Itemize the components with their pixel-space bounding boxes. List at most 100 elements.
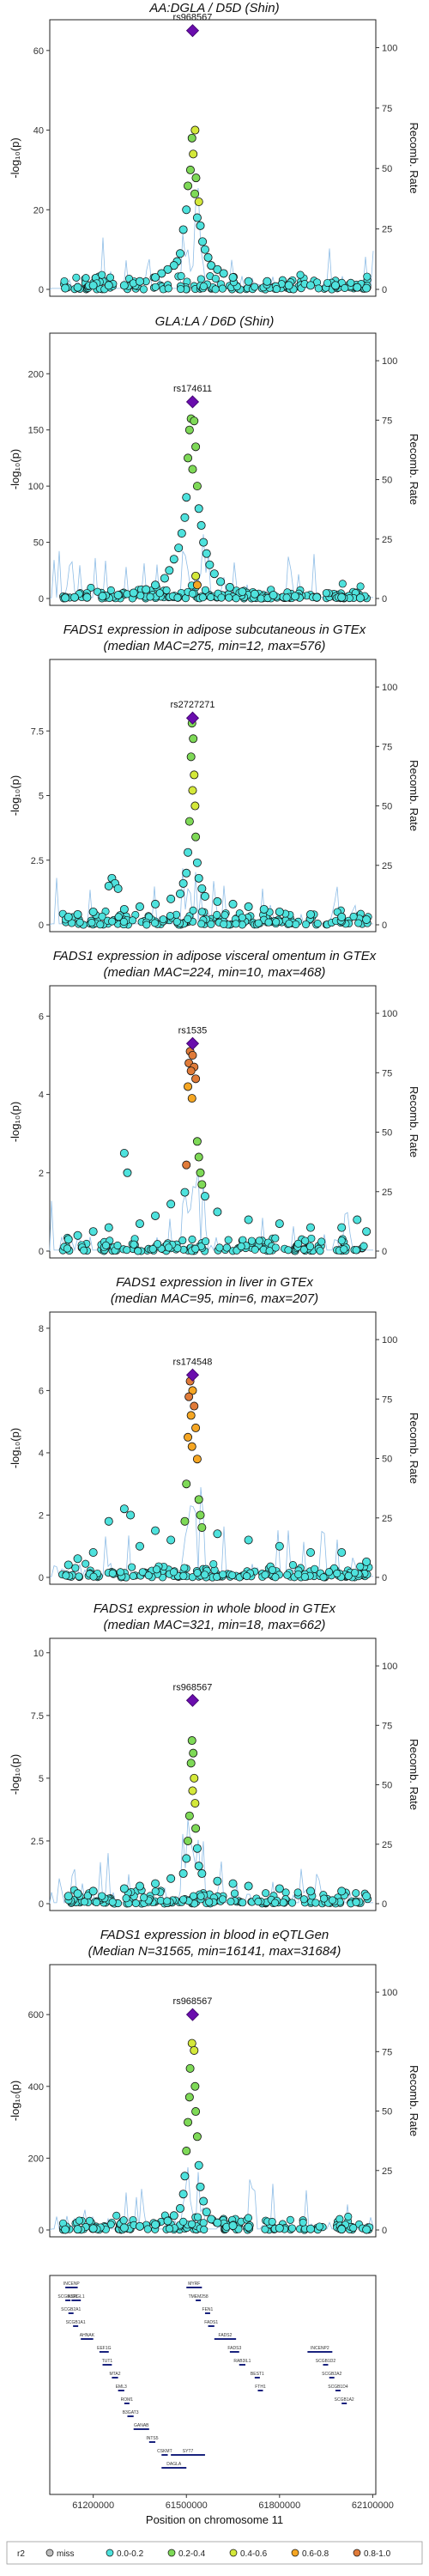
snp-point bbox=[135, 1219, 144, 1229]
snp-point bbox=[244, 1215, 253, 1224]
snp-point bbox=[151, 1526, 160, 1535]
snp-point bbox=[88, 907, 98, 916]
legend-item-label: miss bbox=[57, 2549, 75, 2559]
y-tick-label: 7.5 bbox=[31, 1711, 44, 1722]
snp-point bbox=[61, 2225, 70, 2234]
y2-tick-label: 100 bbox=[382, 1335, 397, 1346]
snp-point bbox=[191, 442, 201, 452]
snp-point bbox=[166, 1535, 176, 1545]
snp-point bbox=[219, 1571, 227, 1579]
snp-point bbox=[104, 281, 113, 290]
locus-panel-5: FADS1 expression in liver in GTEx(median… bbox=[9, 1275, 420, 1585]
snp-point bbox=[136, 592, 145, 600]
snp-point bbox=[166, 894, 176, 903]
snp-point bbox=[72, 273, 81, 282]
snp-point bbox=[209, 569, 219, 579]
snp-point bbox=[184, 2093, 194, 2102]
snp-point bbox=[197, 884, 207, 893]
snp-point bbox=[75, 1572, 83, 1581]
snp-point bbox=[178, 1868, 188, 1878]
snp-point bbox=[284, 281, 293, 290]
y-axis-label: -log₁₀(p) bbox=[9, 775, 21, 816]
snp-point bbox=[356, 582, 365, 591]
plot-frame bbox=[49, 985, 377, 1259]
snp-point bbox=[166, 912, 174, 920]
snp-point bbox=[213, 264, 222, 274]
snp-point bbox=[225, 582, 234, 592]
snp-point bbox=[114, 913, 123, 921]
snp-points bbox=[63, 1376, 372, 1570]
lead-snp-marker bbox=[185, 1693, 200, 1707]
snp-point bbox=[352, 1246, 360, 1255]
snp-point bbox=[196, 2182, 205, 2191]
snp-point bbox=[119, 281, 129, 290]
gene-label: FEN1 bbox=[202, 2307, 214, 2312]
y2-tick-label: 50 bbox=[382, 802, 392, 812]
snp-point bbox=[101, 1241, 111, 1249]
gene-label: SCGB1D1 bbox=[57, 2294, 78, 2300]
snp-point bbox=[305, 909, 315, 919]
snp-point bbox=[63, 1244, 71, 1253]
gene-label: SCGB1D2 bbox=[316, 2359, 336, 2364]
snp-point bbox=[191, 2107, 201, 2117]
snp-point bbox=[271, 1234, 280, 1242]
snp-point bbox=[80, 1898, 89, 1906]
snp-point bbox=[63, 912, 73, 921]
snp-point bbox=[199, 2219, 208, 2227]
snp-point bbox=[151, 1887, 160, 1896]
snp-point bbox=[190, 2045, 199, 2055]
plot-frame bbox=[49, 1637, 377, 1911]
snp-point bbox=[177, 271, 185, 281]
snp-point bbox=[60, 276, 69, 286]
snp-point bbox=[112, 2211, 121, 2220]
snp-point bbox=[73, 909, 82, 919]
snp-point bbox=[237, 1242, 245, 1251]
snp-point bbox=[113, 1241, 122, 1250]
snp-point bbox=[187, 1094, 196, 1103]
y2-tick-label: 25 bbox=[382, 2166, 392, 2177]
y-tick-label: 4 bbox=[39, 1449, 44, 1459]
snp-point bbox=[62, 1571, 70, 1580]
snp-point bbox=[184, 914, 192, 923]
snp-point bbox=[251, 283, 259, 291]
locus-panel-6: FADS1 expression in whole blood in GTEx (… bbox=[9, 1601, 420, 1911]
snp-point bbox=[284, 1246, 293, 1255]
snp-point bbox=[85, 2216, 94, 2225]
snp-point bbox=[352, 1898, 360, 1906]
snp-point bbox=[63, 1892, 73, 1901]
y2-tick-label: 75 bbox=[382, 2047, 392, 2057]
snp-point bbox=[337, 912, 347, 921]
legend-swatch bbox=[106, 2549, 114, 2557]
snp-point bbox=[283, 1571, 292, 1579]
snp-point bbox=[188, 1050, 197, 1060]
snp-point bbox=[337, 1236, 346, 1245]
snp-point bbox=[341, 283, 349, 292]
y-tick-label: 0 bbox=[39, 2226, 44, 2236]
snp-point bbox=[129, 1571, 137, 1580]
snp-point bbox=[166, 1874, 176, 1883]
snp-point bbox=[129, 588, 138, 598]
snp-point bbox=[180, 2172, 190, 2181]
y-axis-label: -log₁₀(p) bbox=[9, 1102, 21, 1142]
gene-label: SCGB1D4 bbox=[328, 2385, 348, 2390]
lead-snp-label: rs174548 bbox=[173, 1357, 213, 1367]
snp-point bbox=[151, 580, 160, 590]
snp-point bbox=[197, 908, 206, 916]
y-tick-label: 2 bbox=[39, 1510, 44, 1521]
y2-tick-label: 50 bbox=[382, 164, 392, 174]
snp-point bbox=[188, 1386, 197, 1395]
snp-point bbox=[191, 1074, 201, 1084]
snp-point bbox=[182, 1160, 191, 1170]
snp-point bbox=[333, 1569, 341, 1577]
snp-point bbox=[179, 1571, 188, 1580]
snp-point bbox=[190, 1401, 199, 1411]
panel-title: FADS1 expression in adipose subcutaneous… bbox=[63, 623, 366, 637]
y2-tick-label: 0 bbox=[382, 1899, 387, 1910]
snp-point bbox=[288, 1561, 297, 1570]
snp-point bbox=[96, 920, 105, 929]
snp-point bbox=[314, 284, 323, 293]
snp-point bbox=[362, 1557, 372, 1566]
lead-snp-marker bbox=[185, 1036, 200, 1050]
snp-point bbox=[182, 493, 191, 502]
snp-point bbox=[191, 1423, 201, 1432]
